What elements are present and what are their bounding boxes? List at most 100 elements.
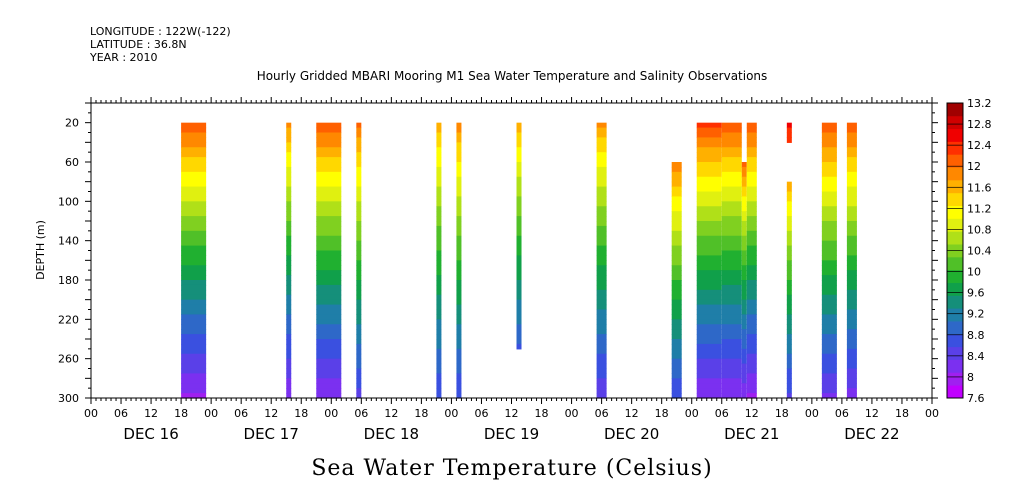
heatmap-cell xyxy=(456,358,462,365)
heatmap-cell xyxy=(181,225,207,232)
heatmap-cell xyxy=(696,186,722,193)
heatmap-cell xyxy=(356,289,362,296)
y-tick-label: 220 xyxy=(58,313,79,326)
heatmap-cell xyxy=(181,280,207,286)
colorbar-swatch xyxy=(947,192,963,207)
heatmap-cell xyxy=(516,127,522,134)
heatmap-cell xyxy=(516,280,522,286)
day-label: DEC 22 xyxy=(844,425,899,443)
heatmap-cell xyxy=(741,191,747,198)
heatmap-cell xyxy=(516,334,522,340)
heatmap-cell xyxy=(436,132,442,139)
heatmap-cell xyxy=(696,157,722,163)
x-tick-label: 18 xyxy=(655,407,669,420)
heatmap-cell xyxy=(516,339,522,345)
heatmap-cell xyxy=(721,255,742,261)
heatmap-cell xyxy=(516,260,522,266)
heatmap-cell xyxy=(786,368,792,375)
heatmap-cell xyxy=(436,137,442,143)
heatmap-cell xyxy=(286,299,292,306)
heatmap-cell xyxy=(786,294,792,301)
heatmap-cell xyxy=(786,181,792,188)
heatmap-cell xyxy=(786,260,792,266)
x-tick-label: 12 xyxy=(144,407,158,420)
heatmap-cell xyxy=(821,127,837,134)
chart-title: Hourly Gridded MBARI Mooring M1 Sea Wate… xyxy=(257,69,768,83)
heatmap-cell xyxy=(786,358,792,365)
heatmap-cell xyxy=(181,368,207,375)
heatmap-cell xyxy=(356,393,362,399)
heatmap-cell xyxy=(181,201,207,207)
heatmap-cell xyxy=(316,324,342,330)
heatmap-cell xyxy=(456,157,462,163)
heatmap-cell xyxy=(181,383,207,389)
heatmap-cell xyxy=(181,260,207,266)
heatmap-cell xyxy=(696,191,722,198)
heatmap-cell xyxy=(596,255,607,261)
heatmap-cell xyxy=(746,201,757,207)
heatmap-cell xyxy=(746,122,757,129)
heatmap-cell xyxy=(356,343,362,350)
heatmap-cell xyxy=(671,348,682,355)
heatmap-cell xyxy=(741,339,747,345)
heatmap-cell xyxy=(746,230,757,237)
heatmap-cell xyxy=(286,230,292,237)
heatmap-cell xyxy=(671,378,682,384)
heatmap-cell xyxy=(516,216,522,222)
heatmap-cell xyxy=(286,216,292,222)
heatmap-cell xyxy=(436,265,442,271)
heatmap-cell xyxy=(356,280,362,286)
heatmap-cell xyxy=(516,171,522,178)
heatmap-cell xyxy=(746,280,757,286)
heatmap-cell xyxy=(436,240,442,247)
heatmap-cell xyxy=(786,211,792,217)
colorbar: 13.2 12.8 12.4 12 11.6 11.2 10.8 10.4 10 9.6 9.2 8.… xyxy=(946,97,992,405)
heatmap-cell xyxy=(596,329,607,335)
heatmap-cell xyxy=(436,319,442,325)
x-tick-label: 12 xyxy=(384,407,398,420)
heatmap-cell xyxy=(786,363,792,370)
heatmap-cell xyxy=(456,353,462,360)
heatmap-cell xyxy=(741,294,747,301)
heatmap-cell xyxy=(316,181,342,188)
heatmap-cell xyxy=(596,348,607,355)
heatmap-cell xyxy=(286,201,292,207)
heatmap-cell xyxy=(436,245,442,252)
heatmap-cell xyxy=(786,196,792,202)
heatmap-cell xyxy=(741,280,747,286)
heatmap-cell xyxy=(516,206,522,212)
heatmap-cell xyxy=(721,235,742,242)
heatmap-cell xyxy=(741,353,747,360)
heatmap-cell xyxy=(671,284,682,291)
heatmap-cell xyxy=(356,299,362,306)
heatmap-cell xyxy=(846,196,857,202)
heatmap-cell xyxy=(596,245,607,252)
heatmap-cell xyxy=(821,186,837,193)
heatmap-cell xyxy=(846,230,857,237)
heatmap-cell xyxy=(786,216,792,222)
heatmap-cell xyxy=(721,147,742,153)
heatmap-cell xyxy=(456,230,462,237)
heatmap-cell xyxy=(671,334,682,340)
heatmap-cell xyxy=(696,373,722,379)
y-tick-label: 300 xyxy=(58,392,79,405)
heatmap-cell xyxy=(846,334,857,340)
heatmap-cell xyxy=(786,221,792,227)
colorbar-swatch xyxy=(947,141,963,155)
x-tick-label: 06 xyxy=(114,407,128,420)
heatmap-cell xyxy=(456,147,462,153)
colorbar-swatch xyxy=(947,385,963,399)
heatmap-cell xyxy=(596,319,607,325)
heatmap-cell xyxy=(696,289,722,296)
heatmap-cell xyxy=(846,221,857,227)
heatmap-cell xyxy=(741,363,747,370)
heatmap-cell xyxy=(456,314,462,320)
heatmap-cell xyxy=(671,304,682,311)
heatmap-cell xyxy=(436,166,442,173)
heatmap-cell xyxy=(846,363,857,370)
heatmap-cell xyxy=(846,211,857,217)
heatmap-cell xyxy=(516,186,522,193)
heatmap-cell xyxy=(671,176,682,183)
heatmap-cell xyxy=(596,275,607,281)
x-tick-label: 12 xyxy=(264,407,278,420)
